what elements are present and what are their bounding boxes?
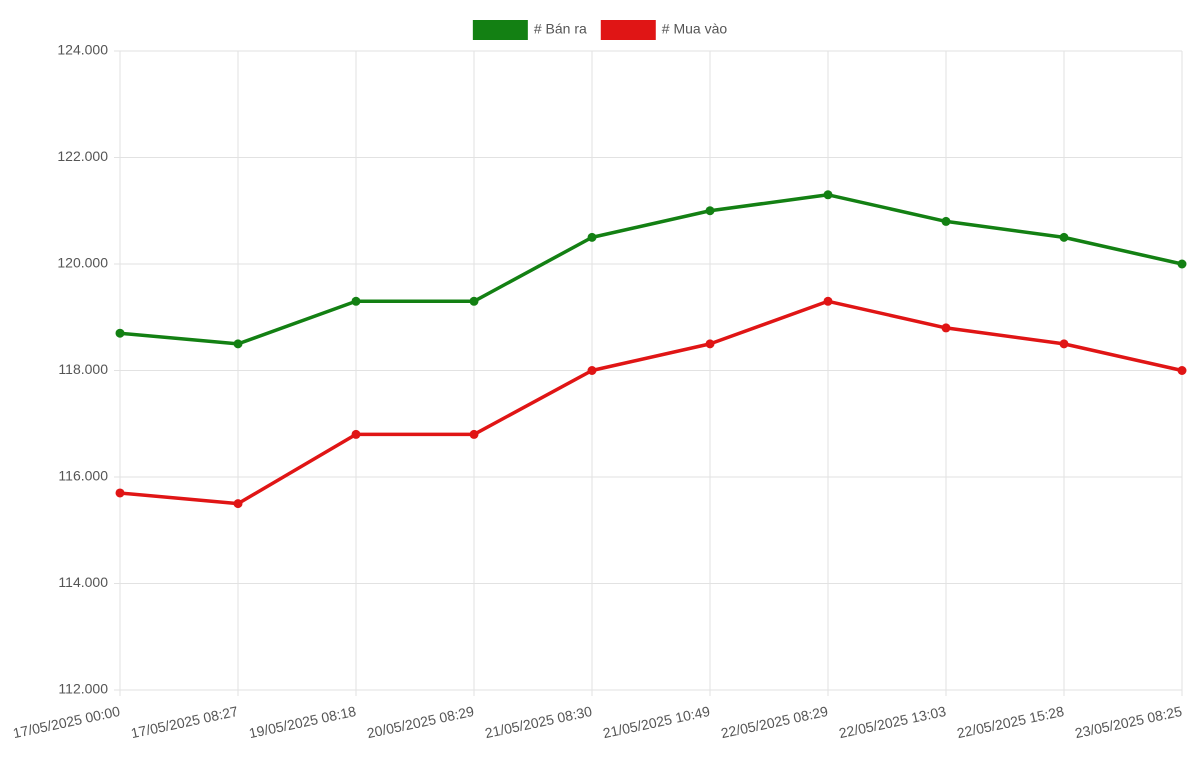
y-tick-label: 114.000 <box>58 574 108 590</box>
data-point <box>115 488 125 498</box>
y-tick-label: 124.000 <box>57 42 108 58</box>
legend-item: # Bán ra <box>472 20 587 40</box>
y-tick-label: 120.000 <box>57 255 108 271</box>
x-tick-label: 17/05/2025 00:00 <box>11 703 121 741</box>
data-point <box>115 328 125 338</box>
y-tick-label: 112.000 <box>58 681 108 697</box>
legend-item: # Mua vào <box>600 20 728 40</box>
data-point <box>1177 259 1187 269</box>
data-point <box>1059 339 1069 349</box>
legend-label: # Mua vào <box>662 21 728 37</box>
data-point <box>587 366 597 375</box>
data-point <box>823 190 833 200</box>
data-point <box>233 499 243 509</box>
data-point <box>587 232 597 242</box>
data-point <box>469 296 479 306</box>
x-tick-label: 23/05/2025 08:25 <box>1073 703 1183 741</box>
legend-label: # Bán ra <box>534 21 587 37</box>
data-point <box>941 216 951 226</box>
data-point <box>1177 366 1187 375</box>
legend-swatch <box>600 20 656 40</box>
data-point <box>1059 232 1069 242</box>
series-line <box>119 299 1183 506</box>
data-point <box>469 429 479 439</box>
legend-swatch <box>472 20 528 40</box>
data-point <box>705 206 715 216</box>
data-point <box>233 339 243 349</box>
series-line <box>119 193 1183 346</box>
data-point <box>823 296 833 306</box>
y-tick-label: 118.000 <box>58 361 108 377</box>
x-tick-label: 20/05/2025 08:29 <box>365 703 475 741</box>
x-tick-label: 21/05/2025 10:49 <box>601 703 711 741</box>
x-tick-label: 19/05/2025 08:18 <box>247 703 357 741</box>
data-point <box>705 339 715 349</box>
y-tick-label: 116.000 <box>58 468 108 484</box>
x-tick-label: 22/05/2025 13:03 <box>837 703 947 741</box>
x-tick-label: 21/05/2025 08:30 <box>483 703 593 741</box>
y-tick-label: 122.000 <box>57 148 108 164</box>
x-tick-label: 17/05/2025 08:27 <box>129 703 239 741</box>
x-tick-label: 22/05/2025 08:29 <box>719 703 829 741</box>
data-point <box>941 323 951 333</box>
data-point <box>351 429 361 439</box>
x-tick-label: 22/05/2025 15:28 <box>955 703 1065 741</box>
data-point <box>351 296 361 306</box>
